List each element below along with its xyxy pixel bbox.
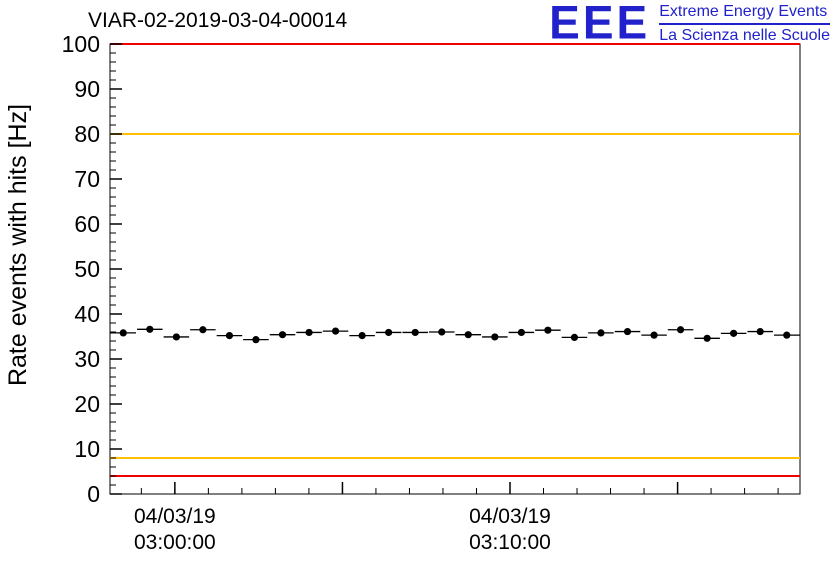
svg-text:20: 20 [74, 391, 100, 417]
svg-text:100: 100 [62, 31, 100, 57]
svg-text:10: 10 [74, 436, 100, 462]
svg-text:30: 30 [74, 346, 100, 372]
svg-text:40: 40 [74, 301, 100, 327]
eee-logo-line1: Extreme Energy Events [659, 2, 830, 25]
svg-text:04/03/19: 04/03/19 [134, 505, 216, 528]
svg-text:Rate events with hits [Hz]: Rate events with hits [Hz] [4, 104, 32, 386]
svg-text:70: 70 [74, 166, 100, 192]
svg-text:04/03/19: 04/03/19 [469, 505, 551, 528]
svg-text:0: 0 [87, 481, 100, 507]
eee-logo: EEE Extreme Energy Events La Scienza nel… [549, 0, 830, 49]
svg-text:03:10:00: 03:10:00 [469, 531, 551, 554]
svg-text:50: 50 [74, 256, 100, 282]
eee-logo-text: Extreme Energy Events La Scienza nelle S… [659, 2, 830, 46]
svg-text:90: 90 [74, 76, 100, 102]
chart-title: VIAR-02-2019-03-04-00014 [88, 9, 348, 32]
svg-text:80: 80 [74, 121, 100, 147]
svg-text:60: 60 [74, 211, 100, 237]
svg-text:03:00:00: 03:00:00 [134, 531, 216, 554]
eee-logo-line2: La Scienza nelle Scuole [659, 27, 830, 44]
eee-logo-acronym: EEE [549, 0, 651, 49]
